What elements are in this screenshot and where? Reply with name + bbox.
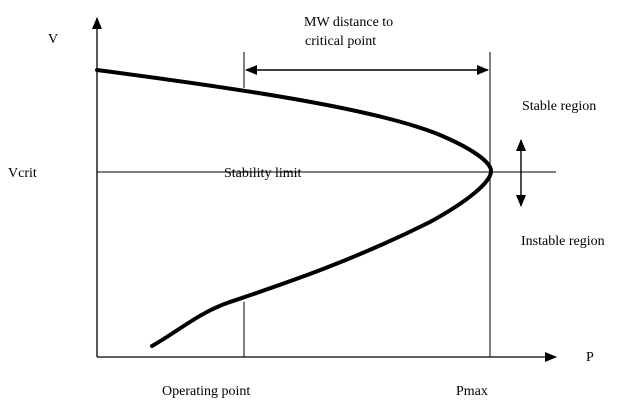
mw-distance-label-line1: MW distance to <box>304 15 393 30</box>
y-axis-label: V <box>48 32 58 47</box>
pmax-label: Pmax <box>456 384 488 399</box>
x-axis-label: P <box>586 350 594 365</box>
instable-region-label: Instable region <box>521 234 605 249</box>
pv-curve <box>95 68 493 348</box>
stability-limit-label: Stability limit <box>224 166 302 181</box>
mw-distance-label-line2: critical point <box>305 34 376 49</box>
operating-point-label: Operating point <box>162 384 250 399</box>
stable-region-label: Stable region <box>522 99 596 114</box>
vcrit-label: Vcrit <box>8 166 37 181</box>
